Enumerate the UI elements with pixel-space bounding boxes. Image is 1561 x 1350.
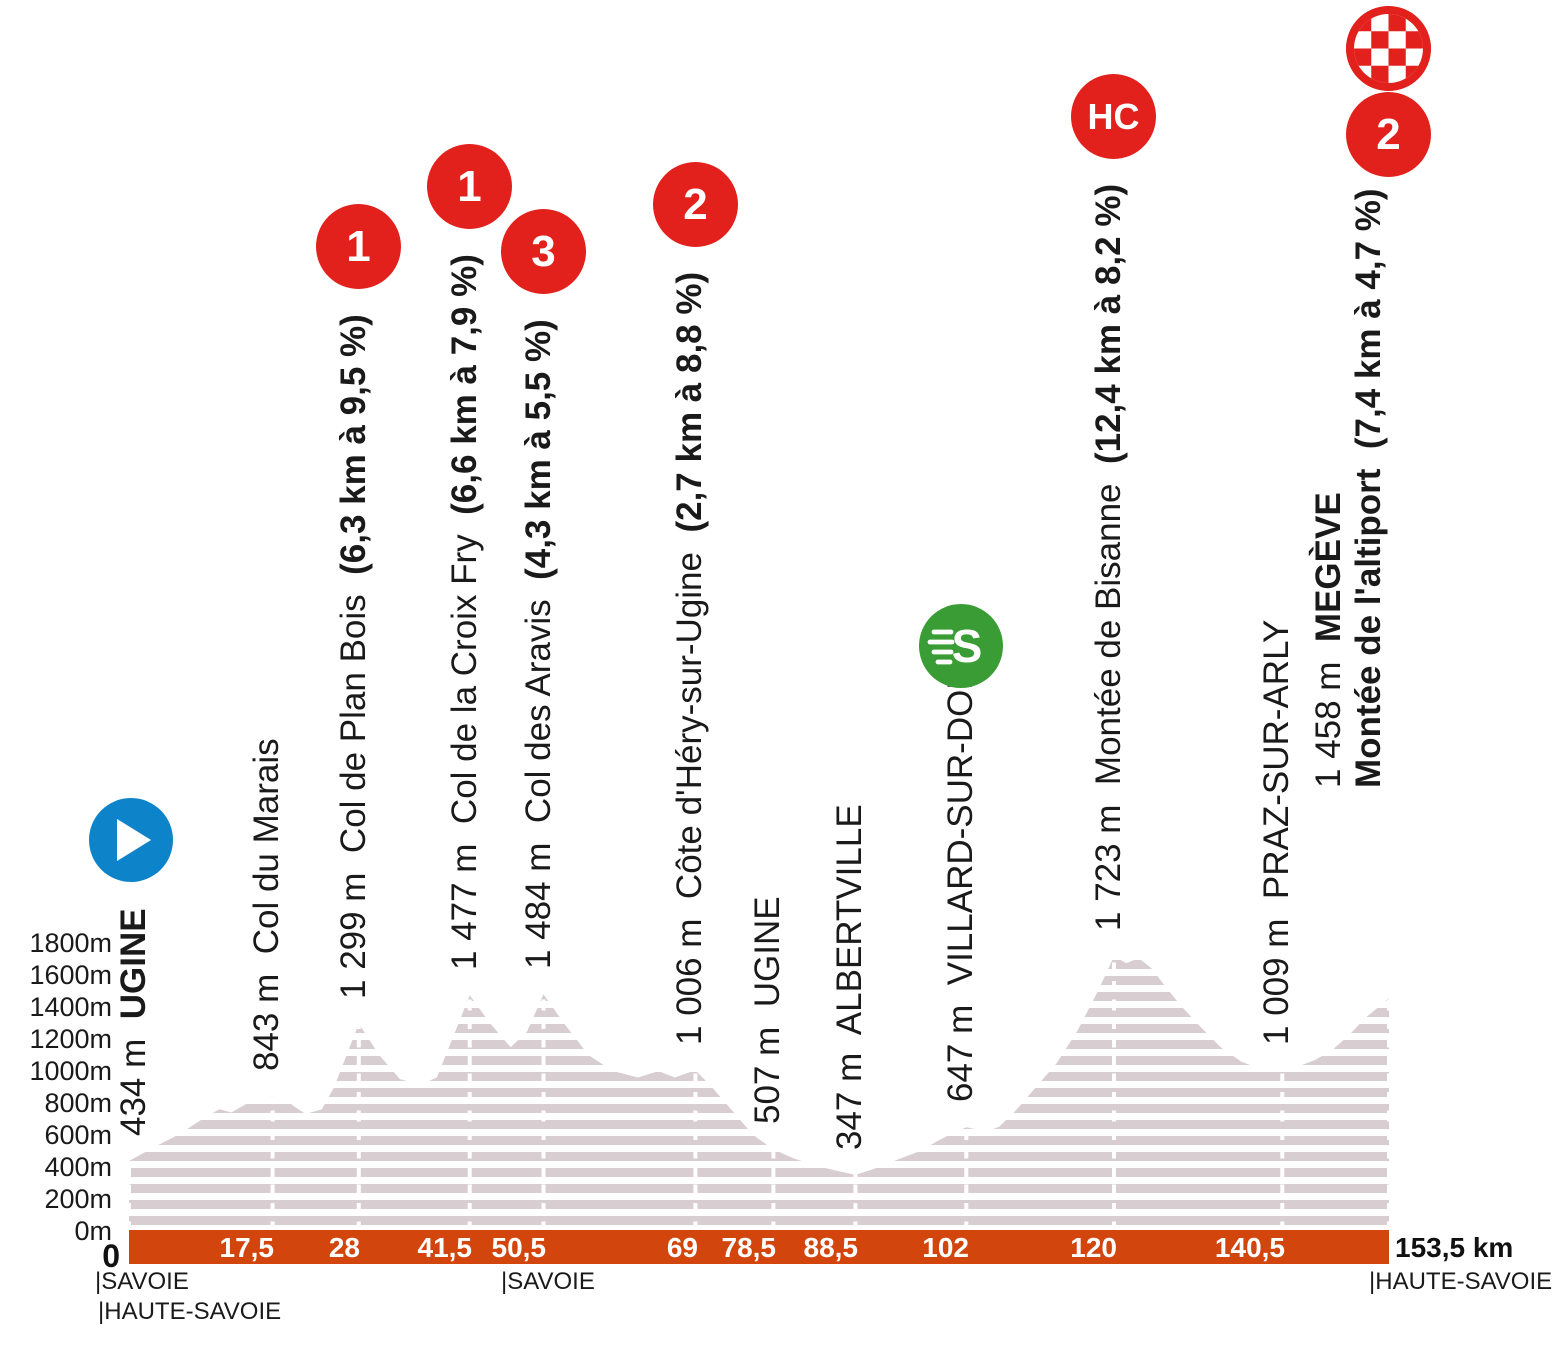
svg-text:S: S (952, 620, 983, 672)
